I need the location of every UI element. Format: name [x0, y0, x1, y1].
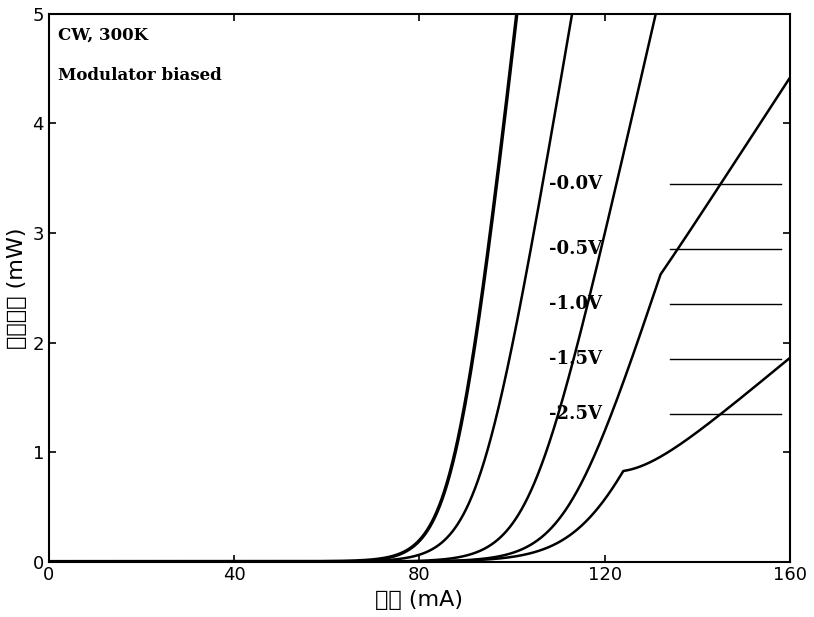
Text: -0.0V: -0.0V [549, 175, 602, 193]
Text: -0.5V: -0.5V [549, 241, 602, 259]
Text: -2.5V: -2.5V [549, 405, 602, 423]
Y-axis label: 输出功率 (mW): 输出功率 (mW) [7, 227, 27, 349]
X-axis label: 电流 (mA): 电流 (mA) [375, 590, 463, 610]
Text: -1.0V: -1.0V [549, 295, 602, 313]
Text: Modulator biased: Modulator biased [58, 67, 222, 83]
Text: -1.5V: -1.5V [549, 350, 602, 368]
Text: CW, 300K: CW, 300K [58, 27, 148, 44]
